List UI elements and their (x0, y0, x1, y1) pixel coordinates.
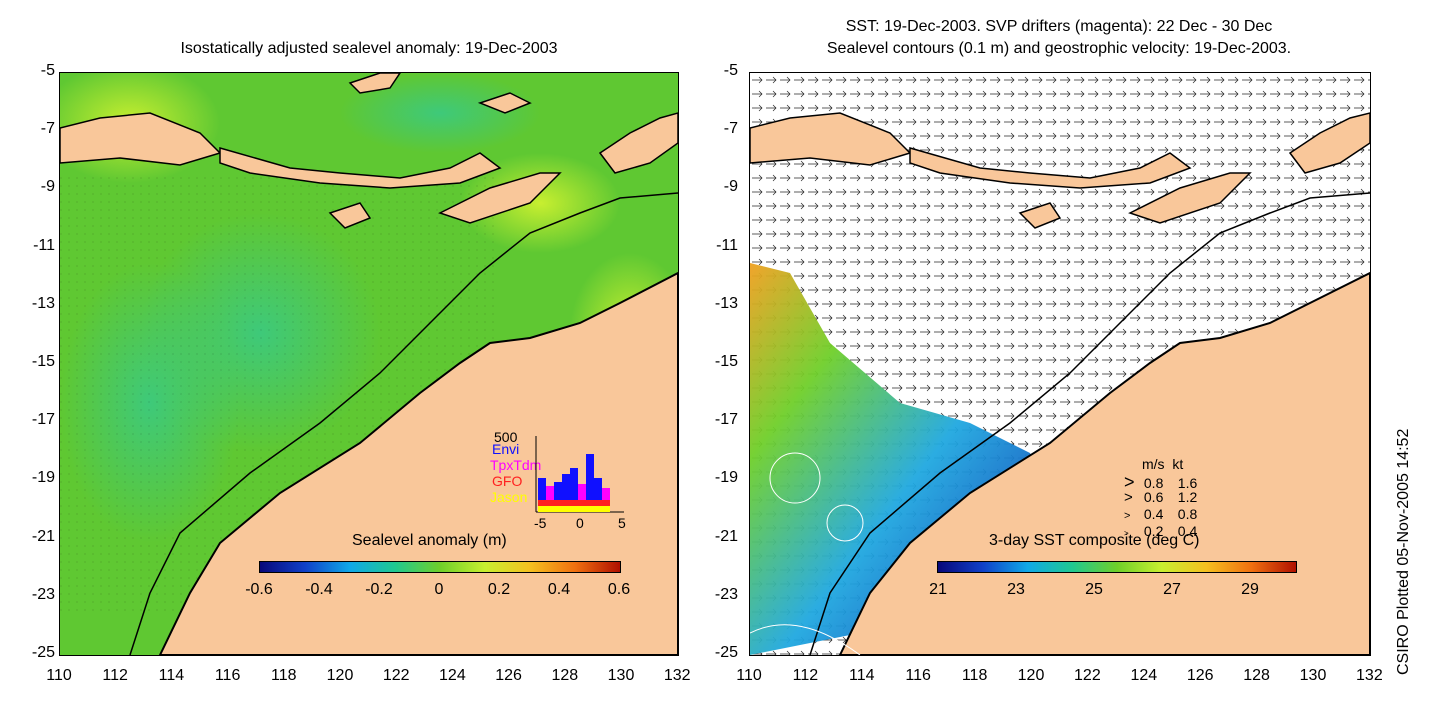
right-y-tick: -7 (723, 120, 738, 138)
left-x-tick: 126 (495, 667, 522, 684)
right-x-tick: 122 (1074, 667, 1101, 684)
sst-colorbar-label: 3-day SST composite (deg C) (989, 532, 1200, 549)
right-y-tick: -11 (716, 236, 738, 254)
right-y-tick: -13 (714, 294, 738, 312)
right-x-tick: 126 (1186, 667, 1214, 684)
histogram-xtick: 5 (618, 515, 626, 531)
right-y-tick: -17 (714, 411, 738, 429)
histogram-legend-jason: Jason (490, 489, 528, 505)
right-x-tick: 114 (849, 667, 875, 684)
left-x-tick: 118 (271, 667, 297, 684)
sealevel-colorbar-tick: -0.2 (365, 581, 393, 598)
sst-colorbar-tick: 23 (1007, 581, 1025, 598)
right-y-tick: -19 (714, 469, 738, 487)
histogram-stack (538, 454, 610, 512)
velocity-arrow-icon: > (1124, 529, 1129, 538)
velocity-legend-row: > 0.6 1.2 (1124, 489, 1197, 506)
velocity-ms: 0.6 (1143, 489, 1164, 505)
right-y-tick: -5 (723, 62, 738, 79)
right-y-tick: -25 (714, 644, 738, 661)
velocity-kt: 1.2 (1177, 489, 1198, 505)
sealevel-colorbar-tick: 0.6 (607, 581, 631, 598)
left-y-tick: -21 (31, 527, 55, 545)
left-map-title: Isostatically adjusted sealevel anomaly:… (180, 40, 558, 57)
left-x-tick: 120 (326, 667, 354, 684)
velocity-kt: 0.4 (1177, 523, 1198, 539)
right-x-tick: 116 (905, 667, 931, 684)
left-x-tick: 124 (439, 667, 466, 684)
right-map-title-line1: SST: 19-Dec-2003. SVP drifters (magenta)… (845, 18, 1273, 35)
velocity-legend-row: > 0.2 0.4 (1124, 523, 1197, 539)
sst-map-canvas (750, 73, 1370, 655)
left-y-tick: -13 (31, 294, 55, 312)
right-y-tick: -9 (723, 178, 738, 196)
sealevel-colorbar-tick: -0.6 (245, 581, 273, 598)
left-y-tick: -7 (40, 120, 55, 138)
right-x-tick: 120 (1017, 667, 1045, 684)
right-x-tick: 112 (792, 667, 819, 684)
left-x-tick: 132 (663, 667, 691, 684)
histogram-bars (535, 436, 624, 513)
histogram-xtick: -5 (534, 515, 547, 531)
left-x-tick: 130 (607, 667, 635, 684)
right-x-tick: 128 (1243, 667, 1270, 684)
sst-colorbar (937, 561, 1297, 573)
histogram-legend-gfo: GFO (492, 473, 523, 489)
histogram-legend-tpxtdm: TpxTdm (490, 457, 542, 473)
velocity-legend-row: > 0.4 0.8 (1124, 506, 1197, 522)
sealevel-anomaly-map (59, 72, 679, 656)
altimeter-histogram: 500 Envi TpxTdm GFO Jason -5 0 5 (482, 428, 632, 531)
sealevel-colorbar-tick: 0.2 (487, 581, 511, 598)
sst-colorbar-tick: 27 (1163, 581, 1181, 598)
sst-velocity-map (749, 72, 1371, 656)
sealevel-colorbar-tick: 0 (434, 581, 444, 598)
velocity-ms: 0.4 (1143, 506, 1164, 522)
right-x-tick: 110 (736, 667, 762, 684)
velocity-legend: m/s kt > 0.8 1.6 > 0.6 1.2 > 0.4 0.8 > 0… (1124, 456, 1234, 566)
right-y-tick: -15 (714, 353, 738, 370)
sealevel-colorbar-label: Sealevel anomaly (m) (352, 532, 507, 549)
left-x-tick: 128 (551, 667, 579, 684)
histogram-xtick: 0 (576, 515, 584, 531)
right-x-tick: 124 (1130, 667, 1158, 684)
left-x-tick: 112 (102, 667, 128, 684)
left-y-tick: -5 (40, 62, 55, 79)
velocity-kt: 1.6 (1177, 475, 1198, 491)
histogram-ymax: 500 (494, 429, 518, 445)
right-x-tick: 118 (961, 667, 988, 684)
left-x-tick: 122 (382, 667, 410, 684)
sealevel-colorbar-tick: 0.4 (547, 581, 571, 598)
sealevel-map-canvas (60, 73, 678, 655)
right-y-tick: -23 (714, 585, 738, 603)
velocity-kt: 0.8 (1177, 506, 1198, 522)
velocity-arrow-icon: > (1124, 472, 1135, 492)
velocity-ms: 0.8 (1143, 475, 1164, 491)
velocity-legend-row: > 0.8 1.6 (1124, 472, 1197, 493)
sealevel-colorbar-tick: -0.4 (305, 581, 333, 598)
left-y-tick: -19 (31, 469, 55, 487)
histogram-legend-envi: Envi (492, 441, 520, 457)
left-x-tick: 110 (46, 667, 72, 684)
right-map-title-line2: Sealevel contours (0.1 m) and geostrophi… (826, 40, 1292, 57)
left-x-tick: 116 (214, 667, 241, 684)
left-x-tick: 114 (158, 667, 185, 684)
left-y-tick: -9 (40, 178, 55, 196)
right-y-tick: -21 (714, 527, 738, 545)
sst-colorbar-tick: 29 (1241, 581, 1259, 598)
sealevel-colorbar (259, 561, 621, 573)
left-y-tick: -11 (33, 236, 55, 254)
left-y-tick: -25 (31, 644, 55, 661)
velocity-ms: 0.2 (1143, 523, 1164, 539)
right-x-tick: 132 (1356, 667, 1383, 684)
left-y-tick: -17 (31, 411, 55, 429)
velocity-arrow-icon: > (1124, 510, 1131, 522)
sst-colorbar-tick: 21 (929, 581, 947, 598)
right-x-tick: 130 (1299, 667, 1327, 684)
sst-colorbar-tick: 25 (1085, 581, 1103, 598)
left-y-tick: -15 (31, 353, 55, 370)
velocity-legend-header: m/s kt (1142, 456, 1184, 472)
left-y-tick: -23 (31, 585, 55, 603)
velocity-arrow-icon: > (1124, 489, 1133, 506)
side-note-credit: CSIRO Plotted 05-Nov-2005 14:52 (1395, 428, 1412, 675)
